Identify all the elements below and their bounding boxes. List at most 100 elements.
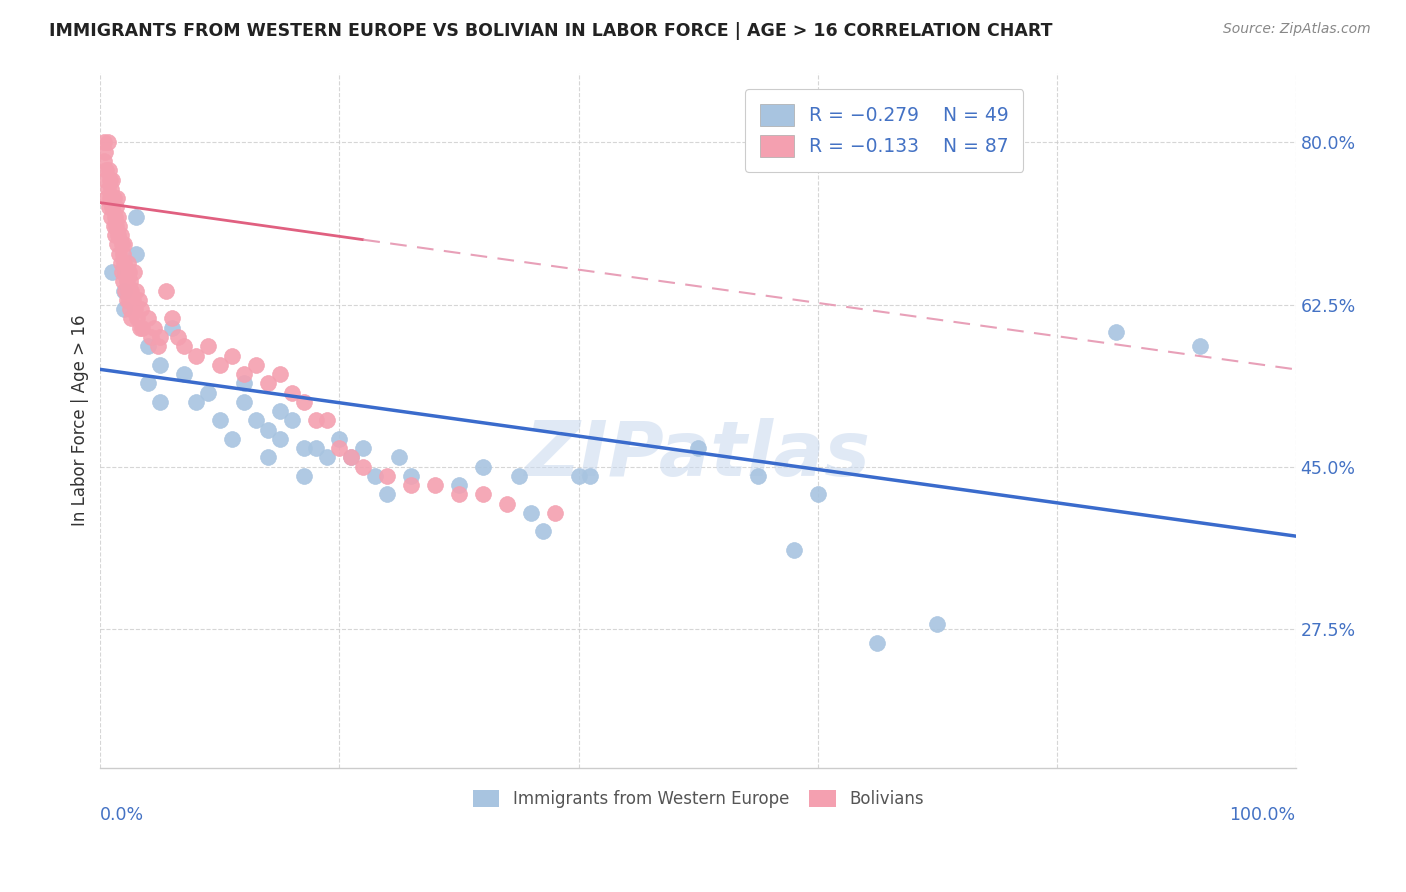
Point — [292, 441, 315, 455]
Point — [111, 265, 134, 279]
Y-axis label: In Labor Force | Age > 16: In Labor Force | Age > 16 — [72, 315, 89, 526]
Point — [143, 320, 166, 334]
Point — [103, 219, 125, 233]
Point — [94, 172, 117, 186]
Point — [184, 394, 207, 409]
Point — [221, 432, 243, 446]
Point — [245, 413, 267, 427]
Point — [104, 210, 127, 224]
Point — [107, 228, 129, 243]
Point — [121, 293, 143, 307]
Point — [447, 487, 470, 501]
Point — [114, 284, 136, 298]
Point — [245, 358, 267, 372]
Point — [471, 459, 494, 474]
Point — [352, 441, 374, 455]
Point — [136, 311, 159, 326]
Point — [304, 413, 326, 427]
Point — [112, 237, 135, 252]
Point — [423, 478, 446, 492]
Point — [208, 413, 231, 427]
Point — [93, 153, 115, 168]
Point — [114, 265, 136, 279]
Point — [94, 145, 117, 159]
Point — [173, 339, 195, 353]
Point — [96, 182, 118, 196]
Point — [173, 367, 195, 381]
Point — [269, 432, 291, 446]
Point — [112, 284, 135, 298]
Point — [98, 172, 121, 186]
Point — [340, 450, 363, 465]
Point — [1189, 339, 1212, 353]
Point — [136, 339, 159, 353]
Point — [543, 506, 565, 520]
Point — [531, 524, 554, 539]
Point — [96, 163, 118, 178]
Point — [471, 487, 494, 501]
Point — [197, 385, 219, 400]
Point — [104, 200, 127, 214]
Point — [125, 284, 148, 298]
Point — [782, 543, 804, 558]
Point — [101, 172, 124, 186]
Point — [399, 478, 422, 492]
Point — [105, 237, 128, 252]
Point — [447, 478, 470, 492]
Point — [232, 376, 254, 391]
Point — [124, 302, 146, 317]
Point — [256, 450, 278, 465]
Point — [120, 302, 142, 317]
Point — [160, 311, 183, 326]
Point — [112, 274, 135, 288]
Point — [110, 228, 132, 243]
Point — [112, 302, 135, 317]
Point — [508, 469, 530, 483]
Point — [136, 376, 159, 391]
Point — [269, 367, 291, 381]
Point — [686, 441, 709, 455]
Point — [364, 469, 387, 483]
Point — [375, 487, 398, 501]
Point — [866, 635, 889, 649]
Point — [117, 256, 139, 270]
Point — [927, 617, 949, 632]
Point — [111, 237, 134, 252]
Point — [96, 136, 118, 150]
Point — [110, 256, 132, 270]
Point — [567, 469, 589, 483]
Point — [208, 358, 231, 372]
Point — [98, 191, 121, 205]
Point — [112, 246, 135, 260]
Point — [100, 182, 122, 196]
Point — [292, 394, 315, 409]
Text: 0.0%: 0.0% — [100, 805, 145, 824]
Point — [120, 274, 142, 288]
Point — [100, 210, 122, 224]
Point — [149, 358, 172, 372]
Point — [107, 210, 129, 224]
Point — [131, 320, 153, 334]
Point — [269, 404, 291, 418]
Point — [519, 506, 541, 520]
Point — [256, 423, 278, 437]
Point — [97, 163, 120, 178]
Point — [127, 311, 149, 326]
Point — [118, 265, 141, 279]
Point — [115, 274, 138, 288]
Point — [128, 293, 150, 307]
Point — [232, 367, 254, 381]
Point — [128, 320, 150, 334]
Point — [120, 311, 142, 326]
Point — [104, 228, 127, 243]
Point — [115, 293, 138, 307]
Text: Source: ZipAtlas.com: Source: ZipAtlas.com — [1223, 22, 1371, 37]
Point — [316, 450, 339, 465]
Point — [184, 349, 207, 363]
Text: IMMIGRANTS FROM WESTERN EUROPE VS BOLIVIAN IN LABOR FORCE | AGE > 16 CORRELATION: IMMIGRANTS FROM WESTERN EUROPE VS BOLIVI… — [49, 22, 1053, 40]
Point — [167, 330, 190, 344]
Point — [104, 219, 127, 233]
Point — [221, 349, 243, 363]
Point — [103, 191, 125, 205]
Point — [120, 284, 142, 298]
